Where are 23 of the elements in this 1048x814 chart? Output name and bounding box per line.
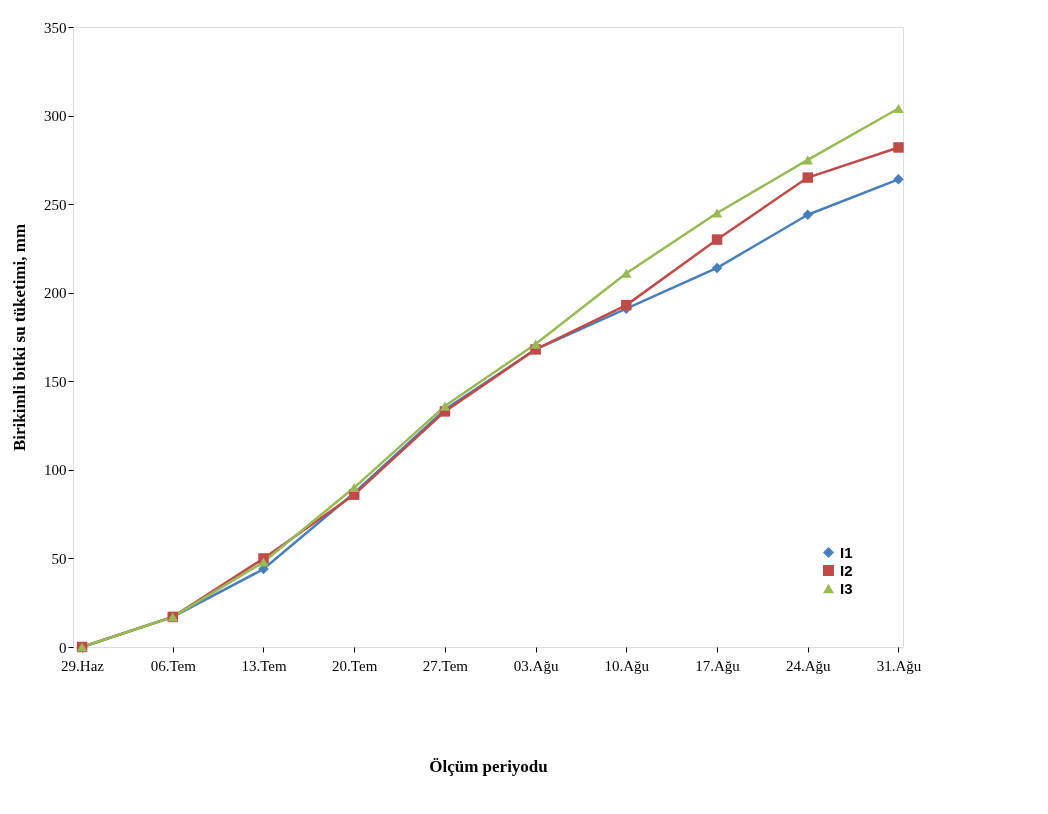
y-axis-title: Birikimli bitki su tüketimi, mm	[10, 223, 29, 452]
y-tick-label: 0	[59, 639, 67, 656]
y-tick-label: 300	[44, 108, 67, 125]
x-tick-label: 17.Ağu	[695, 657, 741, 674]
x-axis-title: Ölçüm periyodu	[429, 756, 548, 776]
x-tick-label: 24.Ağu	[785, 657, 832, 674]
x-tick-label: 31.Ağu	[876, 657, 922, 674]
x-tick-label: 13.Tem	[241, 657, 287, 674]
x-tick-label: 06.Tem	[150, 657, 197, 674]
x-tick-label: 27.Tem	[422, 657, 469, 674]
x-tick-label: 03.Ağu	[513, 657, 559, 674]
y-tick-label: 350	[44, 19, 67, 36]
y-tick-label: 250	[44, 196, 67, 213]
x-tick-label: 10.Ağu	[604, 657, 650, 674]
y-tick-label: 200	[44, 285, 67, 302]
y-tick-label: 150	[44, 373, 67, 390]
y-tick-label: 100	[44, 462, 67, 479]
legend-label: I1	[840, 543, 853, 561]
legend-label: I2	[840, 561, 853, 579]
x-tick-label: 20.Tem	[332, 657, 378, 674]
legend-label: I3	[840, 579, 853, 597]
y-tick-label: 50	[51, 550, 67, 567]
x-tick-label: 29.Haz	[61, 657, 105, 674]
